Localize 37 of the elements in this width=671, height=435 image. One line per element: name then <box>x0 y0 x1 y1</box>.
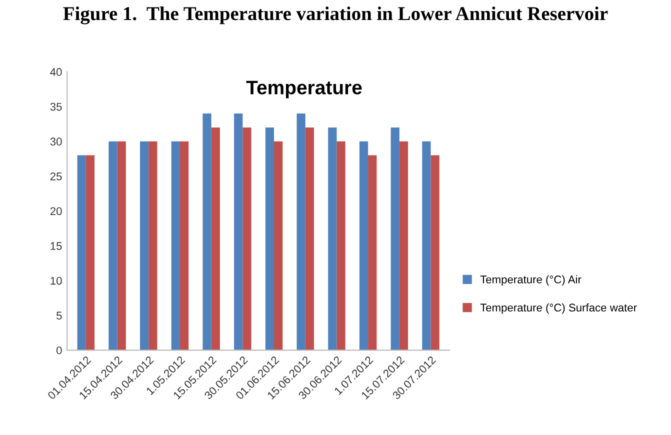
bar <box>274 141 283 350</box>
y-tick-label: 35 <box>50 102 62 111</box>
bar <box>422 141 431 350</box>
bar <box>77 155 86 350</box>
bar <box>305 127 314 350</box>
bar <box>430 155 440 350</box>
bar <box>265 127 274 350</box>
bar <box>296 114 306 350</box>
bar <box>202 114 212 350</box>
bar <box>108 141 118 350</box>
y-tick-label: 40 <box>50 68 62 76</box>
bar <box>234 114 243 350</box>
bar <box>368 155 377 350</box>
bar <box>390 127 400 350</box>
y-tick-label: 20 <box>50 207 62 216</box>
bar <box>171 141 180 350</box>
y-tick-label: 15 <box>50 242 62 250</box>
bar <box>117 141 126 350</box>
bar <box>399 141 408 350</box>
y-tick-label: 0 <box>56 346 62 354</box>
bar <box>359 141 368 350</box>
y-tick-label: 10 <box>50 276 62 285</box>
legend-label: Temperature (°C) Air <box>480 275 582 286</box>
bar <box>336 141 346 350</box>
bar <box>211 127 220 350</box>
bar <box>148 141 158 350</box>
legend-label: Temperature (°C) Surface water <box>480 303 637 314</box>
chart-title: Figure 1. The Temperature variation in Lower Annicut Reservoir <box>63 6 608 24</box>
bar <box>180 141 189 350</box>
y-tick-label: 30 <box>50 138 62 146</box>
bar <box>242 127 252 350</box>
bar <box>86 155 95 350</box>
bar <box>140 141 149 350</box>
bar <box>328 127 337 350</box>
y-tick-label: 5 <box>56 312 62 320</box>
chart-subtitle: Temperature <box>246 80 362 98</box>
y-tick-label: 25 <box>50 172 62 180</box>
